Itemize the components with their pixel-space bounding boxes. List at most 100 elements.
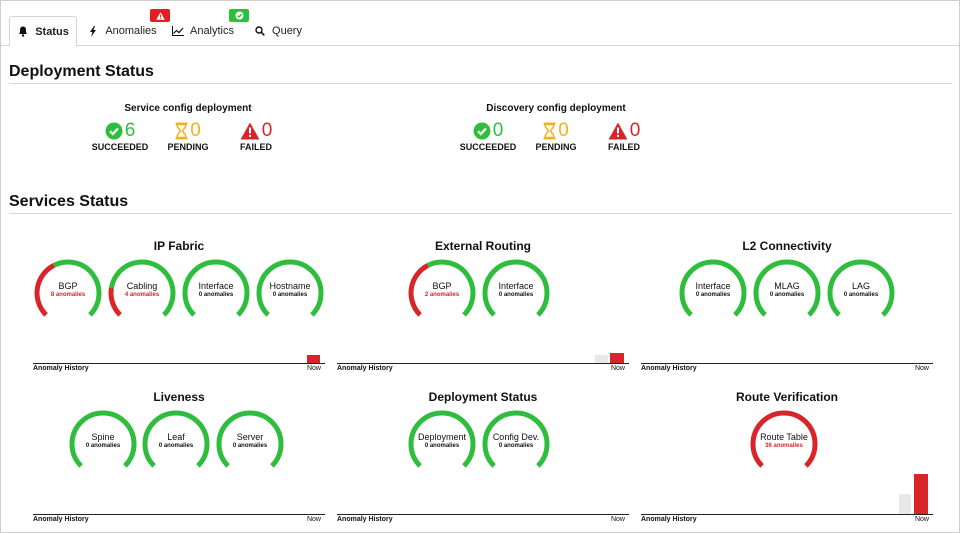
- gauge-ok-arc: [52, 259, 102, 317]
- gauge-group: Spine 0 anomalies Leaf 0 anomalies Server 0 a…: [33, 410, 325, 470]
- gauge-ring: [408, 259, 476, 317]
- gauge-ok-arc: [108, 259, 176, 317]
- pending-stat[interactable]: 0 PENDING: [524, 120, 588, 152]
- tab-analytics[interactable]: Analytics: [171, 9, 249, 46]
- panel-title: Route Verification: [735, 390, 839, 404]
- succeeded-label: SUCCEEDED: [459, 142, 517, 152]
- gauge-ring: [108, 259, 176, 317]
- pending-stat[interactable]: 0 PENDING: [156, 120, 220, 152]
- service-config-deployment: Service config deployment 6 SUCCEEDED 0 …: [88, 103, 288, 152]
- panel-title: Liveness: [153, 390, 205, 404]
- succeeded-count: 6: [124, 120, 136, 141]
- gauge-label: LAG: [851, 281, 870, 291]
- failed-label: FAILED: [607, 142, 640, 152]
- failed-stat[interactable]: 0 FAILED: [592, 120, 656, 152]
- gauge-ring: [256, 259, 324, 317]
- divider: [9, 83, 952, 84]
- failed-count: 0: [629, 120, 641, 141]
- failed-stat[interactable]: 0 FAILED: [224, 120, 288, 152]
- anomaly-history-bar[interactable]: [914, 474, 928, 514]
- gauge-error-arc: [408, 263, 430, 317]
- check-badge: [229, 9, 249, 22]
- service-panel: IP Fabric BGP 8 anomalies Cabling 4 anomalie…: [33, 239, 325, 372]
- tab-status-label: Status: [35, 25, 69, 38]
- gauge-ring: [408, 410, 476, 468]
- anomaly-gauge[interactable]: Interface 0 anomalies: [481, 259, 551, 319]
- anomaly-gauge[interactable]: Config Dev. 0 anomalies: [481, 410, 551, 470]
- tab-query[interactable]: Query: [251, 16, 305, 46]
- gauge-anomaly-count: 0 anomalies: [424, 443, 460, 449]
- tab-bar: Status Anomalies Analytics Query: [1, 9, 959, 47]
- anomaly-history-axis: [33, 514, 325, 515]
- gauge-anomaly-count: 0 anomalies: [85, 443, 121, 449]
- anomaly-gauge[interactable]: Interface 0 anomalies: [678, 259, 748, 319]
- anomaly-gauge[interactable]: Server 0 anomalies: [215, 410, 285, 470]
- anomaly-history-axis: [641, 363, 933, 364]
- gauge-label: Leaf: [167, 432, 185, 442]
- gauge-group: BGP 8 anomalies Cabling 4 anomalies Interfac…: [33, 259, 325, 319]
- service-panel: External Routing BGP 2 anomalies Interface 0…: [337, 239, 629, 372]
- gauge-ring: [216, 410, 284, 468]
- gauge-ring: [142, 410, 210, 468]
- gauge-anomaly-count: 0 anomalies: [198, 292, 234, 298]
- check-circle-icon: [105, 122, 123, 140]
- gauge-label: Server: [236, 432, 264, 442]
- anomaly-history-label: Anomaly History: [33, 365, 89, 372]
- deploy-block-title: Discovery config deployment: [486, 103, 626, 114]
- succeeded-stat[interactable]: 6 SUCCEEDED: [88, 120, 152, 152]
- gauge-anomaly-count: 0 anomalies: [769, 292, 805, 298]
- tab-status[interactable]: Status: [9, 16, 77, 47]
- panel-title: L2 Connectivity: [742, 239, 832, 253]
- gauge-ring: [753, 259, 821, 317]
- anomaly-history-label: Anomaly History: [641, 365, 697, 372]
- anomaly-gauge[interactable]: MLAG 0 anomalies: [752, 259, 822, 319]
- services-status-title: Services Status: [9, 193, 129, 210]
- service-panel: Route Verification Route Table 36 anomalie…: [641, 390, 933, 523]
- gauge-ring: [69, 410, 137, 468]
- anomaly-gauge[interactable]: Cabling 4 anomalies: [107, 259, 177, 319]
- anomaly-gauge[interactable]: BGP 8 anomalies: [33, 259, 103, 319]
- anomaly-gauge[interactable]: LAG 0 anomalies: [826, 259, 896, 319]
- gauge-label: Config Dev.: [492, 432, 540, 442]
- gauge-anomaly-count: 0 anomalies: [498, 292, 534, 298]
- discovery-config-deployment: Discovery config deployment 0 SUCCEEDED …: [456, 103, 656, 152]
- anomaly-gauge[interactable]: BGP 2 anomalies: [407, 259, 477, 319]
- gauge-label: Interface: [498, 281, 534, 291]
- anomaly-history-bar[interactable]: [307, 355, 320, 363]
- tab-anomalies[interactable]: Anomalies: [87, 9, 170, 46]
- divider: [9, 213, 952, 214]
- gauge-ok-arc: [408, 410, 476, 468]
- gauge-label: Deployment: [417, 432, 467, 442]
- anomaly-history-bar[interactable]: [595, 355, 608, 363]
- anomaly-history-bar[interactable]: [899, 494, 911, 514]
- anomaly-history-axis: [337, 363, 629, 364]
- anomaly-gauge[interactable]: Leaf 0 anomalies: [141, 410, 211, 470]
- gauge-anomaly-count: 0 anomalies: [158, 443, 194, 449]
- gauge-label: BGP: [58, 281, 78, 291]
- pending-label: PENDING: [167, 142, 209, 152]
- gauge-label: MLAG: [774, 281, 800, 291]
- failed-label: FAILED: [239, 142, 272, 152]
- gauge-anomaly-count: 4 anomalies: [124, 292, 160, 298]
- anomaly-gauge[interactable]: Interface 0 anomalies: [181, 259, 251, 319]
- now-label: Now: [610, 365, 625, 372]
- gauge-ok-arc: [216, 410, 284, 468]
- gauge-ring: [482, 410, 550, 468]
- anomaly-history-axis: [641, 514, 933, 515]
- gauge-ring: [679, 259, 747, 317]
- succeeded-stat[interactable]: 0 SUCCEEDED: [456, 120, 520, 152]
- now-label: Now: [914, 365, 929, 372]
- anomaly-gauge[interactable]: Deployment 0 anomalies: [407, 410, 477, 470]
- gauge-anomaly-count: 36 anomalies: [765, 443, 803, 449]
- gauge-anomaly-count: 0 anomalies: [272, 292, 308, 298]
- anomaly-gauge[interactable]: Spine 0 anomalies: [68, 410, 138, 470]
- gauge-anomaly-count: 0 anomalies: [843, 292, 879, 298]
- anomaly-history-bar[interactable]: [610, 353, 624, 363]
- anomaly-history-axis: [33, 363, 325, 364]
- gauge-ring: [34, 259, 102, 317]
- anomaly-gauge[interactable]: Route Table 36 anomalies: [749, 410, 819, 470]
- anomaly-history-axis: [337, 514, 629, 515]
- deploy-block-title: Service config deployment: [124, 103, 252, 114]
- anomaly-gauge[interactable]: Hostname 0 anomalies: [255, 259, 325, 319]
- now-label: Now: [306, 365, 321, 372]
